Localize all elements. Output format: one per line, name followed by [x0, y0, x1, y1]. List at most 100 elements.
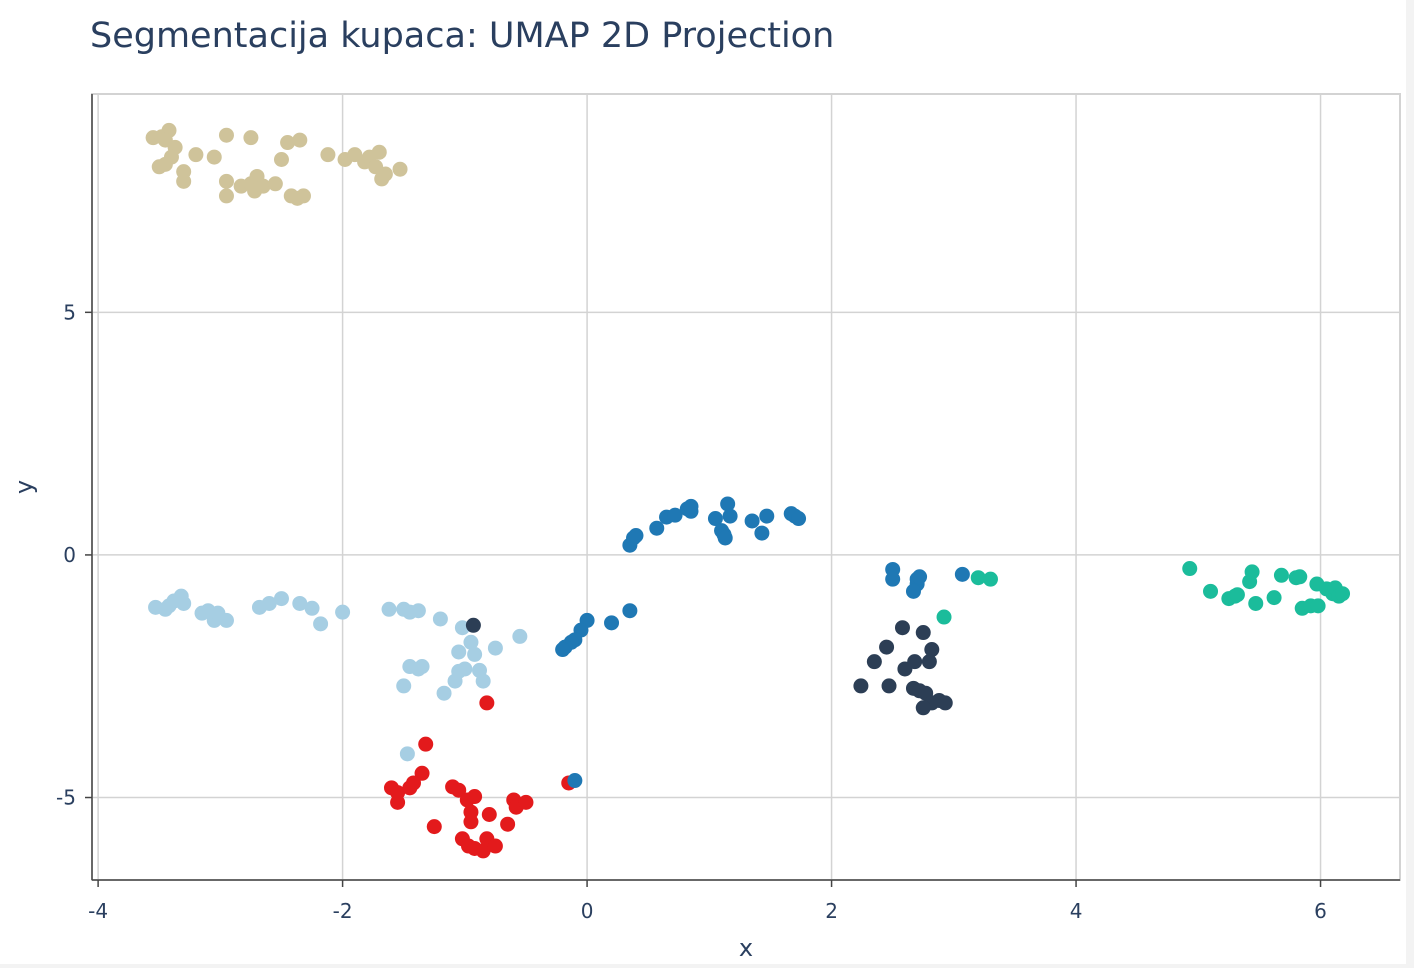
data-point	[436, 685, 452, 701]
x-tick-label: 4	[1070, 899, 1083, 923]
data-point	[371, 144, 387, 160]
data-point	[759, 508, 775, 524]
data-point	[206, 149, 222, 165]
data-point	[722, 508, 738, 524]
data-point	[261, 595, 277, 611]
data-point	[885, 571, 901, 587]
data-point	[667, 507, 683, 523]
data-point	[426, 819, 442, 835]
data-point	[151, 159, 167, 175]
point-group-1	[148, 588, 528, 762]
data-point	[176, 595, 192, 611]
data-point	[905, 583, 921, 599]
data-point	[866, 654, 882, 670]
data-point	[512, 628, 528, 644]
x-tick-label: 2	[825, 899, 838, 923]
data-point	[1244, 564, 1260, 580]
point-group-4	[555, 496, 970, 789]
data-point	[604, 615, 620, 631]
point-group-0	[145, 122, 408, 206]
data-point	[915, 700, 931, 716]
data-point	[475, 843, 491, 859]
data-point	[881, 678, 897, 694]
data-point	[555, 642, 571, 658]
y-tick-label: 5	[63, 300, 76, 324]
data-point	[273, 591, 289, 607]
data-points	[145, 122, 1351, 859]
data-point	[381, 601, 397, 617]
data-point	[475, 673, 491, 689]
data-point	[717, 530, 733, 546]
data-point	[1203, 583, 1219, 599]
data-point	[649, 520, 665, 536]
data-point	[1182, 561, 1198, 577]
x-tick-label: 0	[581, 899, 594, 923]
point-group-2	[465, 617, 953, 716]
data-point	[292, 132, 308, 148]
data-point	[1335, 586, 1351, 602]
x-tick-label: -2	[333, 899, 353, 923]
data-point	[218, 612, 234, 628]
data-point	[280, 135, 296, 151]
data-point	[481, 807, 497, 822]
data-point	[467, 789, 483, 805]
y-axis-ticks: -5 0 5	[56, 300, 92, 810]
data-point	[1266, 590, 1282, 606]
data-point	[1292, 569, 1308, 585]
data-point	[267, 176, 283, 192]
data-point	[936, 609, 952, 625]
data-point	[447, 673, 463, 689]
data-point	[1229, 587, 1245, 603]
x-tick-label: 6	[1314, 899, 1327, 923]
data-point	[1248, 595, 1264, 611]
data-point	[176, 173, 192, 189]
data-point	[921, 654, 937, 670]
data-point	[954, 566, 970, 582]
data-point	[418, 736, 434, 752]
data-point	[937, 695, 953, 711]
data-point	[313, 616, 329, 632]
data-point	[396, 678, 412, 694]
data-point	[467, 646, 483, 662]
data-point	[390, 794, 406, 810]
data-point	[457, 661, 473, 677]
y-tick-label: -5	[56, 786, 76, 810]
data-point	[518, 794, 534, 810]
data-point	[853, 678, 869, 694]
data-point	[1310, 598, 1326, 614]
grid-lines	[92, 94, 1400, 880]
data-point	[273, 152, 289, 167]
data-point	[335, 604, 351, 620]
data-point	[479, 695, 495, 711]
data-point	[218, 188, 234, 204]
data-point	[432, 611, 448, 627]
data-point	[414, 659, 430, 675]
data-point	[304, 600, 320, 616]
data-point	[683, 498, 699, 514]
x-tick-label: -4	[88, 899, 108, 923]
data-point	[879, 639, 895, 655]
data-point	[218, 127, 234, 143]
data-point	[463, 634, 479, 650]
data-point	[791, 511, 807, 527]
data-point	[628, 528, 644, 544]
data-point	[243, 130, 259, 146]
y-tick-label: 0	[63, 543, 76, 567]
data-point	[744, 513, 760, 529]
data-point	[188, 147, 204, 163]
x-axis-title: x	[739, 934, 753, 962]
data-point	[377, 166, 393, 182]
data-point	[414, 765, 430, 781]
data-point	[295, 188, 311, 204]
data-point	[465, 617, 481, 633]
data-point	[292, 595, 308, 611]
data-point	[1273, 567, 1289, 583]
data-point	[970, 570, 986, 586]
data-point	[720, 496, 736, 512]
data-point	[487, 838, 503, 854]
axis-lines	[91, 94, 1400, 881]
data-point	[410, 603, 426, 619]
data-point	[451, 644, 467, 660]
